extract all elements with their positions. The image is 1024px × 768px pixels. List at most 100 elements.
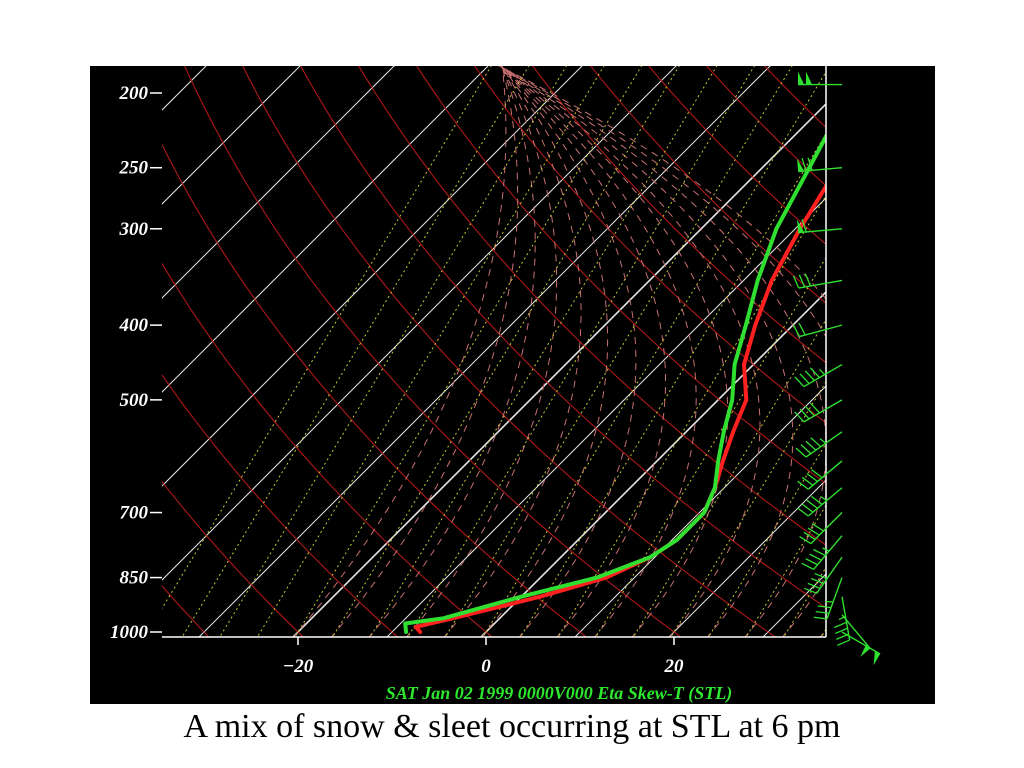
wind-barb-pennant — [873, 651, 881, 666]
dry-adiabat — [162, 480, 305, 637]
wind-barb-feather — [792, 324, 801, 337]
dry-adiabat — [162, 373, 399, 637]
wind-barb-staff — [807, 487, 843, 517]
wind-barb-feather — [797, 480, 809, 490]
wind-barb-staff — [805, 431, 843, 458]
wind-barb-staff — [803, 399, 843, 423]
wind-barb — [797, 219, 843, 234]
wind-barb — [797, 487, 843, 517]
mixing-ratio-line — [482, 70, 826, 637]
wind-barb-staff — [807, 460, 843, 490]
wind-barb-feather — [805, 440, 817, 451]
isotherm-line — [198, 66, 771, 637]
wind-barb-feather — [807, 157, 813, 171]
moist-adiabat — [500, 66, 666, 637]
isotherm-line — [291, 102, 826, 637]
wind-barb-feather — [817, 605, 832, 609]
wind-barb-feather — [837, 639, 850, 646]
wind-barb-feather — [814, 572, 828, 580]
wind-barb-feather — [797, 507, 809, 517]
mixing-ratio-line — [294, 66, 643, 637]
tick-layer: 200 250 300 400 500 700 850 1000 −20 0 20 — [110, 83, 684, 677]
wind-barb — [794, 399, 843, 423]
dry-adiabat — [162, 585, 210, 637]
temperature-tick-label: 0 — [481, 656, 491, 677]
wind-barb-feather — [807, 527, 820, 536]
mixing-ratio-line — [219, 66, 567, 637]
isotherm-line — [668, 479, 826, 637]
wind-barb-staff — [816, 556, 843, 594]
wind-barb-feather — [813, 616, 828, 620]
wind-barb-feather — [804, 405, 815, 417]
pressure-tick-label: 700 — [120, 503, 149, 524]
wind-barb-feather — [811, 495, 823, 505]
wind-barb-feather — [799, 373, 810, 385]
wind-barb-feather — [794, 376, 805, 388]
wind-barb-layer — [792, 71, 881, 666]
wind-barb-feather — [806, 499, 818, 509]
moist-adiabat — [330, 66, 519, 637]
wind-barb-feather — [833, 621, 847, 629]
moist-adiabat — [499, 66, 697, 637]
wind-barb-feather — [794, 411, 805, 423]
profile-layer — [403, 132, 826, 634]
moist-adiabat — [498, 66, 826, 637]
wind-barb-feather — [809, 553, 822, 561]
wind-barb-feather — [809, 402, 820, 414]
wind-barb-feather — [835, 627, 848, 635]
wind-barb-staff — [813, 535, 843, 570]
dry-adiabat — [300, 66, 826, 609]
wind-barb-feather — [807, 582, 821, 589]
mixing-ratio-line — [707, 442, 826, 637]
wind-barb-half-feather — [822, 547, 830, 552]
wind-barb — [801, 535, 843, 570]
wind-barb — [804, 556, 843, 594]
moist-adiabat — [498, 66, 826, 637]
frame-layer — [162, 66, 827, 638]
isotherm-line — [90, 66, 181, 648]
wind-barb-feather — [801, 476, 814, 486]
moist-adiabat — [293, 66, 507, 637]
mixing-ratio-line — [557, 194, 826, 637]
wind-barb-staff — [799, 324, 843, 338]
wind-barb-feather — [806, 472, 818, 483]
wind-barb-staff — [803, 363, 843, 388]
wind-barb-feather — [809, 367, 820, 379]
mixing-ratio-line — [820, 628, 826, 637]
pressure-tick-label: 400 — [119, 315, 149, 336]
wind-barb-feather — [811, 577, 824, 585]
wind-barb-feather — [813, 548, 826, 557]
mixing-ratio-line — [595, 256, 826, 637]
moist-adiabat — [499, 66, 761, 637]
dry-adiabat — [162, 143, 588, 637]
wind-barb-feather — [792, 275, 800, 289]
wind-barb-feather — [803, 531, 816, 540]
wind-barb-feather — [798, 274, 806, 288]
wind-barb-feather — [801, 219, 807, 233]
wind-barb-feather — [801, 157, 807, 172]
wind-barb-staff — [841, 614, 871, 649]
mixing-ratio-line — [181, 66, 530, 637]
wind-barb-staff — [826, 577, 843, 620]
moist-adiabat — [368, 66, 536, 637]
isotherm-line — [162, 66, 489, 393]
moist-adiabat — [498, 66, 826, 637]
slide-caption: A mix of snow & sleet occurring at STL a… — [183, 708, 841, 745]
mixing-ratio-line — [783, 566, 826, 637]
isotherm-line — [162, 66, 301, 205]
moist-adiabat — [443, 66, 582, 637]
dry-adiabat — [590, 66, 826, 305]
wind-barb-feather — [804, 370, 815, 382]
wind-barb-pennant — [806, 71, 812, 85]
wind-barb-feather — [801, 503, 814, 513]
temperature-profile-line — [413, 182, 826, 634]
wind-barb-feather — [801, 562, 815, 570]
wind-barb-feather — [795, 447, 807, 458]
chart-title: SAT Jan 02 1999 0000V000 Eta Skew-T (STL… — [386, 683, 733, 704]
mixing-ratio-line — [369, 66, 718, 637]
isotherm-line — [846, 66, 935, 648]
wind-barb-pennant — [797, 219, 805, 233]
wind-barb-feather — [810, 437, 822, 448]
wind-barb — [798, 71, 842, 86]
mixing-ratio-line — [256, 66, 605, 637]
